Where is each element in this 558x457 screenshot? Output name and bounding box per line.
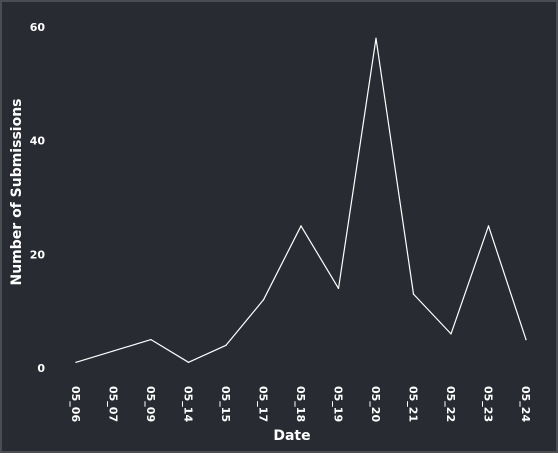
x-tick-label: 05_06 — [69, 386, 82, 422]
series-layer — [75, 37, 527, 363]
data-point — [412, 293, 415, 295]
x-axis-ticks: 05_06 05_07 05_09 05_14 05_15 05_17 05_18 05_19… — [69, 386, 532, 422]
y-tick-label: 40 — [30, 135, 46, 148]
data-point — [487, 225, 490, 227]
x-tick-label: 05_07 — [107, 386, 120, 422]
x-tick-label: 05_17 — [257, 386, 270, 422]
line-segment — [262, 225, 302, 301]
y-axis-label: Number of Submissions — [9, 99, 25, 286]
data-point — [187, 361, 190, 363]
data-point — [150, 338, 152, 341]
x-tick-label: 05_15 — [219, 386, 232, 422]
y-tick-label: 20 — [30, 248, 46, 261]
x-tick-label: 05_09 — [144, 386, 157, 422]
x-tick-label: 05_18 — [294, 386, 307, 422]
y-axis-ticks: 0 20 40 60 — [30, 21, 46, 375]
line-segment — [450, 225, 490, 335]
data-point — [450, 333, 452, 335]
data-point — [112, 350, 115, 352]
data-point — [375, 37, 377, 39]
x-tick-label: 05_21 — [407, 386, 420, 422]
line-segment — [375, 37, 415, 295]
data-point — [337, 287, 340, 290]
x-tick-label: 05_20 — [369, 386, 382, 422]
line-segment — [337, 37, 377, 290]
data-point — [525, 338, 527, 341]
line-segment — [487, 225, 527, 341]
x-tick-label: 05_22 — [444, 386, 457, 422]
data-point — [75, 361, 77, 363]
line-segment — [75, 350, 115, 363]
y-tick-label: 0 — [37, 362, 45, 375]
line-segment — [112, 338, 152, 352]
x-tick-label: 05_19 — [332, 386, 345, 422]
x-tick-label: 05_14 — [182, 386, 195, 422]
x-tick-label: 05_23 — [482, 386, 495, 422]
line-segment — [412, 293, 452, 335]
line-segment — [225, 299, 265, 346]
data-point — [300, 225, 302, 227]
line-segment — [187, 344, 227, 363]
series-line — [75, 37, 527, 363]
data-point — [225, 344, 227, 346]
x-axis-label: Date — [273, 428, 310, 444]
line-segment — [150, 338, 190, 363]
x-tick-label: 05_24 — [519, 386, 532, 422]
data-point — [262, 299, 265, 301]
y-tick-label: 60 — [30, 21, 46, 34]
line-segment — [300, 225, 340, 290]
chart-background — [2, 2, 556, 451]
